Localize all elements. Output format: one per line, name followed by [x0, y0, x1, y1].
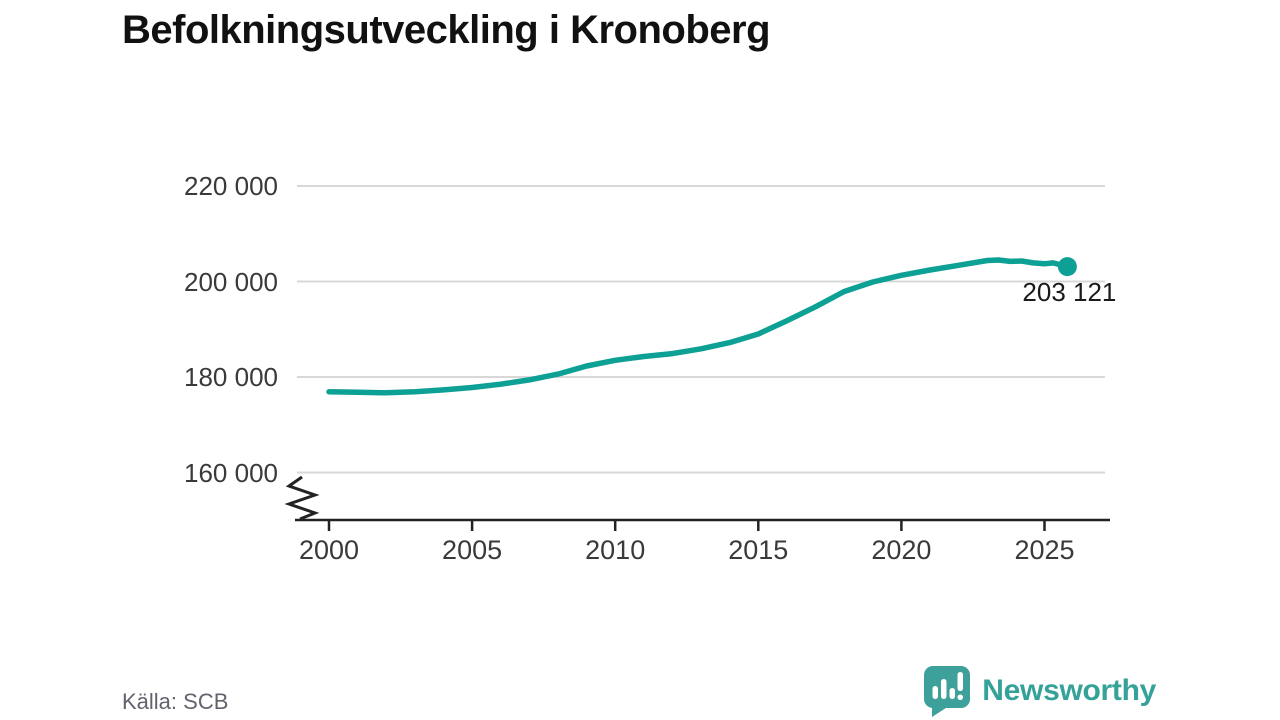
x-axis-tick-label: 2005 [442, 535, 503, 565]
x-axis-tick-label: 2020 [871, 535, 932, 565]
x-axis-tick-label: 2025 [1014, 535, 1075, 565]
newsworthy-logo: Newsworthy [922, 664, 1156, 718]
newsworthy-bar-chart-bubble-icon [924, 666, 971, 717]
y-axis-tick-label: 200 000 [184, 266, 278, 297]
population-line-series [326, 257, 1071, 396]
latest-value-label: 203 121 [1022, 276, 1117, 307]
x-axis [295, 518, 1110, 531]
y-axis-tick-label: 180 000 [184, 362, 278, 392]
y-axis-break-zigzag-icon [284, 475, 320, 521]
x-axis-tick-label: 2010 [585, 535, 646, 565]
latest-value-dot [1057, 257, 1077, 277]
newsworthy-logo-text: Newsworthy [982, 674, 1156, 707]
y-axis-tick-label: 220 000 [184, 171, 278, 201]
horizontal-gridlines [297, 185, 1105, 474]
source-note: Källa: SCB [122, 689, 229, 714]
x-axis-tick-label: 2015 [728, 535, 789, 565]
chart-title: Befolkningsutveckling i Kronoberg [122, 8, 771, 52]
y-axis-tick-label: 160 000 [184, 457, 278, 488]
x-axis-tick-label: 2000 [298, 535, 360, 565]
